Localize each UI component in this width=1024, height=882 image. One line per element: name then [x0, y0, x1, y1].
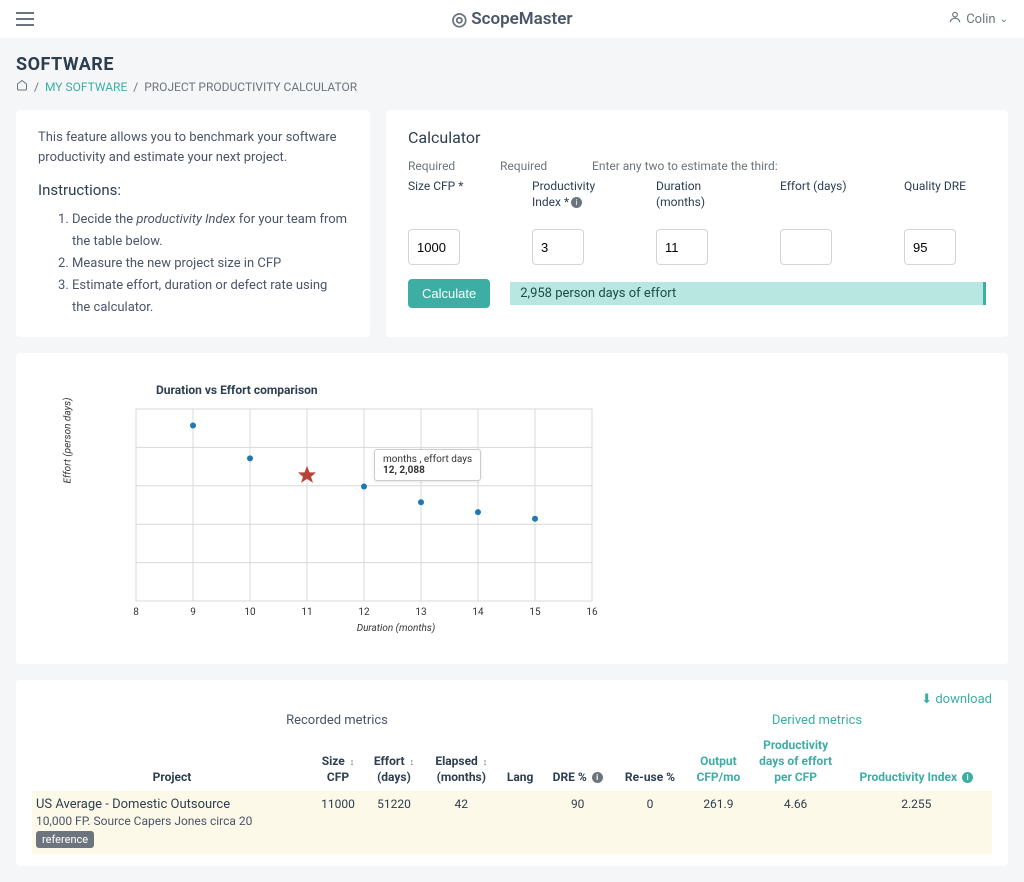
- logo-text: ScopeMaster: [471, 9, 572, 29]
- user-menu[interactable]: Colin ⌄: [948, 10, 1008, 28]
- scatter-chart: 8 9 10 11 12 13 14 15 16: [86, 407, 606, 617]
- chart-card: Duration vs Effort comparison Effort (pe…: [16, 353, 1008, 664]
- col-elapsed[interactable]: Elapsed ↕(months): [424, 732, 499, 791]
- required-label: Required: [408, 159, 490, 173]
- metrics-table: Project Size ↕CFP Effort ↕(days) Elapsed…: [32, 732, 992, 854]
- instructions-card: This feature allows you to benchmark you…: [16, 110, 370, 337]
- instructions-title: Instructions:: [38, 181, 348, 199]
- x-axis-label: Duration (months): [146, 623, 646, 634]
- download-link[interactable]: ⬇ download: [32, 692, 992, 707]
- col-output[interactable]: OutputCFP/mo: [686, 732, 750, 791]
- calculator-hint: Enter any two to estimate the third:: [592, 159, 986, 173]
- effort-label: Effort (days): [780, 179, 862, 211]
- prod-index-input[interactable]: [532, 229, 584, 265]
- chart-title: Duration vs Effort comparison: [156, 383, 646, 397]
- logo-icon: ◎: [451, 9, 467, 30]
- hamburger-menu-icon[interactable]: [16, 12, 34, 26]
- col-project[interactable]: Project: [32, 732, 312, 791]
- col-size[interactable]: Size ↕CFP: [312, 732, 364, 791]
- col-prod-index[interactable]: Productivity Index i: [841, 732, 992, 791]
- instruction-item: Decide the productivity Index for your t…: [72, 209, 348, 253]
- svg-text:13: 13: [415, 607, 426, 617]
- recorded-metrics-header: Recorded metrics: [32, 713, 642, 728]
- effort-input[interactable]: [780, 229, 832, 265]
- cell-output: 261.9: [686, 791, 750, 854]
- svg-text:14: 14: [472, 607, 484, 617]
- table-card: ⬇ download Recorded metrics Derived metr…: [16, 680, 1008, 866]
- info-icon[interactable]: i: [571, 197, 582, 208]
- result-bar: 2,958 person days of effort: [510, 282, 986, 305]
- prod-index-label: Productivity Index *i: [532, 179, 614, 211]
- download-icon: ⬇: [921, 692, 932, 707]
- svg-text:12: 12: [358, 607, 370, 617]
- required-label: Required: [500, 159, 582, 173]
- chart-tooltip: months , effort days 12, 2,088: [374, 449, 481, 481]
- svg-text:9: 9: [190, 607, 196, 617]
- cell-reuse: 0: [614, 791, 686, 854]
- instructions-list: Decide the productivity Index for your t…: [38, 209, 348, 319]
- svg-text:15: 15: [529, 607, 541, 617]
- size-input[interactable]: [408, 229, 460, 265]
- table-row[interactable]: US Average - Domestic Outsource 10,000 F…: [32, 791, 992, 854]
- breadcrumb-current: PROJECT PRODUCTIVITY CALCULATOR: [144, 80, 357, 94]
- logo[interactable]: ◎ ScopeMaster: [451, 9, 572, 30]
- cell-lang: [499, 791, 542, 854]
- duration-input[interactable]: [656, 229, 708, 265]
- info-icon: i: [962, 772, 973, 783]
- info-icon: i: [592, 772, 603, 783]
- derived-metrics-header: Derived metrics: [642, 713, 992, 728]
- breadcrumb: / MY SOFTWARE / PROJECT PRODUCTIVITY CAL…: [16, 79, 1008, 94]
- cell-size: 11000: [312, 791, 364, 854]
- quality-input[interactable]: [904, 229, 956, 265]
- col-reuse[interactable]: Re-use %: [614, 732, 686, 791]
- y-axis-label: Effort (person days): [63, 398, 74, 484]
- project-name: US Average - Domestic Outsource: [36, 797, 308, 812]
- cell-effort: 51220: [364, 791, 424, 854]
- svg-text:16: 16: [586, 607, 598, 617]
- project-sub: 10,000 FP. Source Capers Jones circa 20: [36, 814, 308, 828]
- chevron-down-icon: ⌄: [1000, 14, 1008, 25]
- topbar: ◎ ScopeMaster Colin ⌄: [0, 0, 1024, 38]
- duration-label: Duration (months): [656, 179, 738, 211]
- col-prod-days[interactable]: Productivity days of effort per CFP: [751, 732, 841, 791]
- svg-text:8: 8: [133, 607, 139, 617]
- size-label: Size CFP *: [408, 179, 490, 211]
- cell-prod-index: 2.255: [841, 791, 992, 854]
- calculator-title: Calculator: [408, 128, 986, 147]
- col-dre[interactable]: DRE % i: [542, 732, 614, 791]
- home-icon[interactable]: [16, 79, 28, 94]
- svg-text:11: 11: [301, 607, 312, 617]
- calculate-button[interactable]: Calculate: [408, 279, 490, 308]
- reference-badge: reference: [36, 831, 94, 848]
- quality-label: Quality DRE: [904, 179, 986, 211]
- instruction-item: Estimate effort, duration or defect rate…: [72, 275, 348, 319]
- col-lang[interactable]: Lang: [499, 732, 542, 791]
- intro-text: This feature allows you to benchmark you…: [38, 128, 348, 167]
- page-title: SOFTWARE: [16, 54, 1008, 75]
- cell-prod-days: 4.66: [751, 791, 841, 854]
- col-effort[interactable]: Effort ↕(days): [364, 732, 424, 791]
- cell-elapsed: 42: [424, 791, 499, 854]
- calculator-card: Calculator Required Required Enter any t…: [386, 110, 1008, 337]
- breadcrumb-my-software[interactable]: MY SOFTWARE: [45, 80, 127, 94]
- cell-dre: 90: [542, 791, 614, 854]
- user-icon: [948, 10, 962, 28]
- svg-text:10: 10: [244, 607, 256, 617]
- user-name: Colin: [966, 12, 995, 27]
- instruction-item: Measure the new project size in CFP: [72, 253, 348, 275]
